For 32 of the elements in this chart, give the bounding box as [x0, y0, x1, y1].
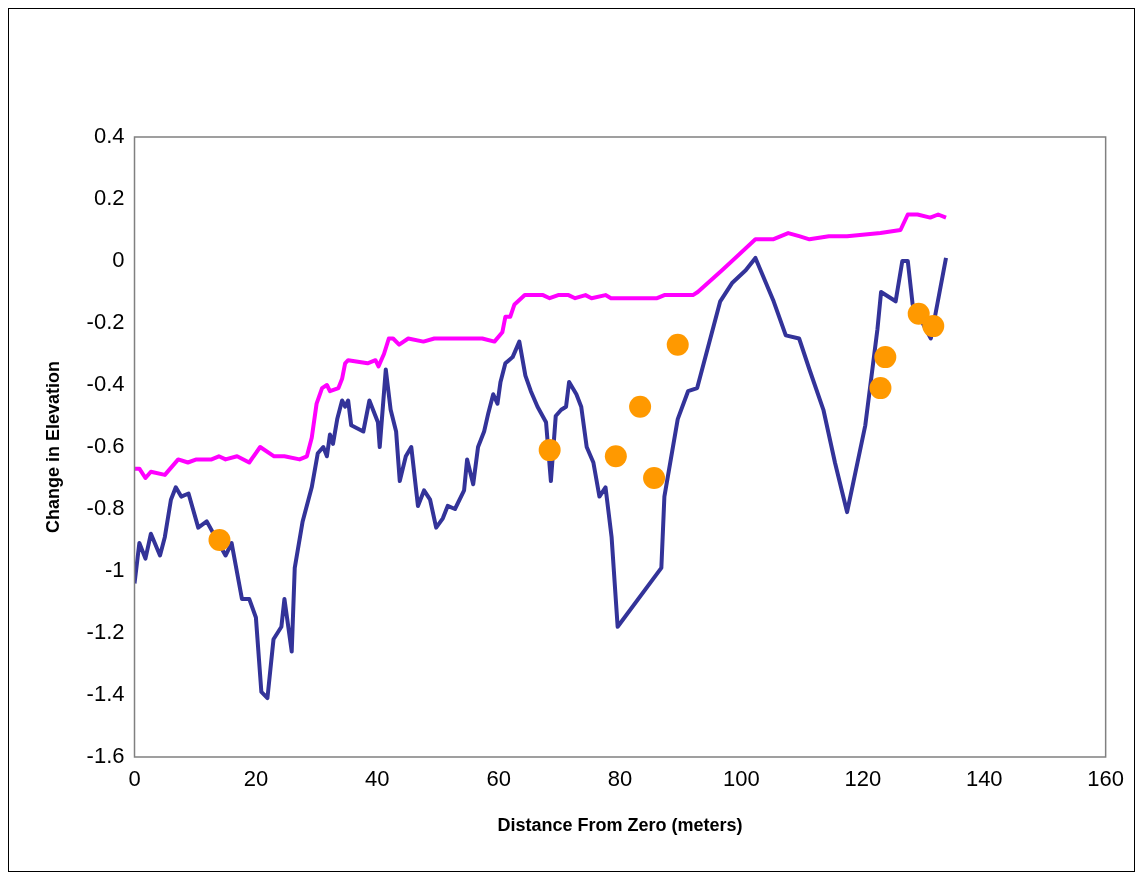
y-axis-title: Change in Elevation — [42, 360, 63, 534]
y-tick-label: -0.2 — [86, 309, 125, 335]
x-tick-label: 140 — [965, 766, 1003, 792]
point — [208, 529, 231, 551]
point — [604, 445, 627, 468]
point — [629, 395, 652, 418]
y-tick-label: -0.6 — [86, 433, 125, 459]
y-tick-label: 0.2 — [93, 185, 125, 211]
y-tick-label: -1 — [104, 557, 125, 583]
point — [666, 333, 689, 356]
y-tick-label: -1.2 — [86, 619, 125, 645]
y-tick-label: -1.6 — [86, 743, 125, 769]
x-axis-title: Distance From Zero (meters) — [497, 815, 743, 836]
x-tick-label: 20 — [243, 766, 269, 792]
x-tick-label: 60 — [486, 766, 511, 792]
y-tick-label: -1.4 — [86, 681, 125, 707]
point — [869, 377, 892, 400]
point — [922, 315, 945, 338]
point — [538, 439, 561, 462]
point — [643, 467, 666, 489]
x-tick-label: 0 — [128, 766, 141, 792]
x-tick-label: 80 — [607, 766, 633, 792]
x-tick-label: 40 — [365, 766, 390, 792]
y-tick-label: 0.4 — [93, 123, 125, 149]
x-tick-label: 100 — [723, 766, 760, 792]
x-tick-label: 160 — [1087, 766, 1125, 792]
y-tick-label: -0.4 — [86, 371, 125, 397]
x-tick-label: 120 — [844, 766, 882, 792]
y-tick-label: -0.8 — [86, 495, 125, 521]
point — [874, 346, 897, 369]
point — [907, 302, 930, 325]
y-tick-label: 0 — [112, 247, 125, 273]
